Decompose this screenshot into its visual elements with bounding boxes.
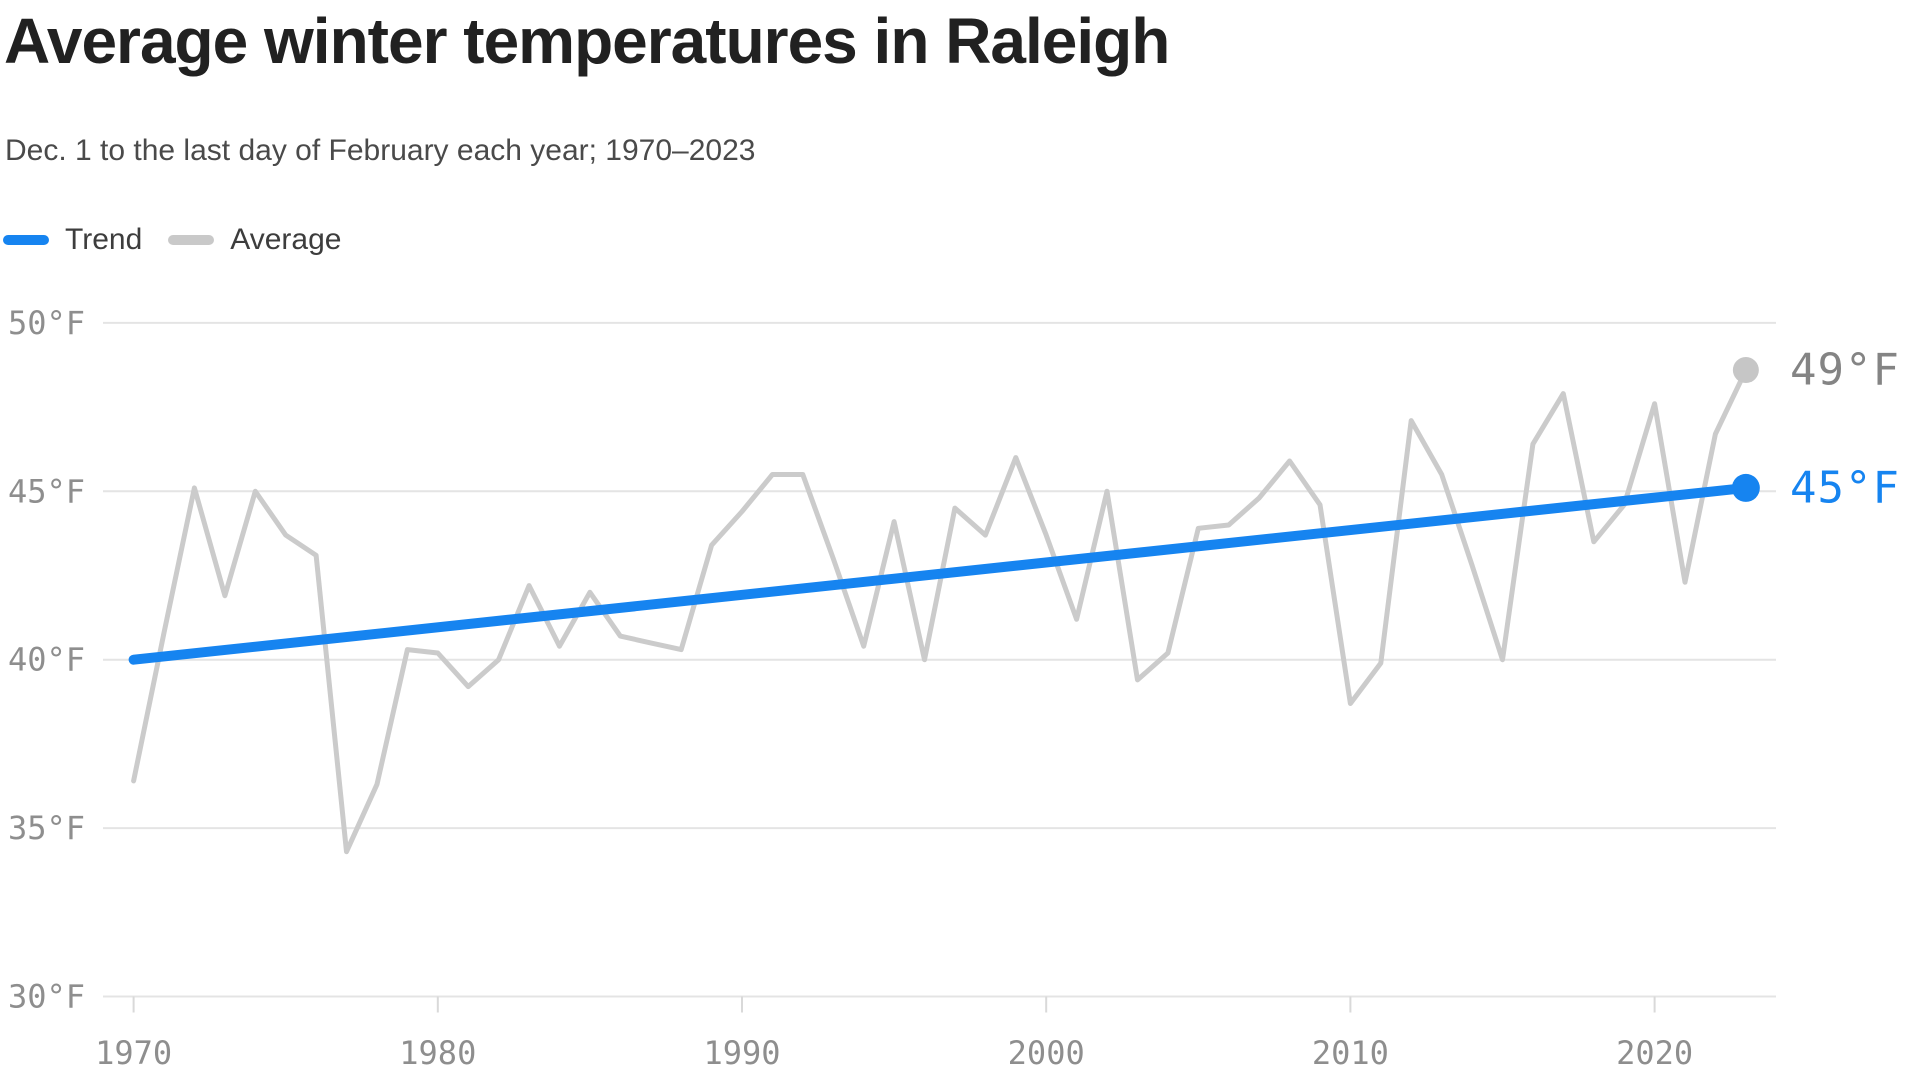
chart-legend: Trend Average <box>3 222 341 258</box>
average-line <box>131 367 1749 855</box>
y-axis-tick-label: 35°F <box>8 809 85 847</box>
trend-line <box>128 482 1751 665</box>
legend-item-trend: Trend <box>3 223 142 257</box>
legend-item-average: Average <box>168 223 341 257</box>
legend-label-average: Average <box>230 223 342 256</box>
x-axis-tick-label: 2000 <box>1008 1034 1085 1072</box>
page-title: Average winter temperatures in Raleigh <box>4 5 1170 77</box>
legend-label-trend: Trend <box>65 223 143 256</box>
chart-subtitle: Dec. 1 to the last day of February each … <box>5 134 756 167</box>
x-axis-tick-label: 1970 <box>95 1034 172 1072</box>
y-axis-tick-label: 30°F <box>8 978 85 1016</box>
trend-end-value-label: 45°F <box>1790 462 1900 513</box>
x-axis-tick-label: 2020 <box>1616 1034 1693 1072</box>
trend-line-swatch-icon <box>3 235 49 245</box>
x-axis-tick-label: 1980 <box>399 1034 476 1072</box>
x-axis-tick-label: 2010 <box>1312 1034 1389 1072</box>
x-axis-tick-label: 1990 <box>703 1034 780 1072</box>
trend-end-dot <box>1731 473 1760 502</box>
y-axis-tick-label: 45°F <box>8 472 85 510</box>
average-line-swatch-icon <box>168 235 215 245</box>
y-axis-tick-label: 50°F <box>8 304 85 342</box>
average-end-dot <box>1732 357 1759 384</box>
average-end-value-label: 49°F <box>1790 345 1900 396</box>
y-axis-tick-label: 40°F <box>8 641 85 679</box>
